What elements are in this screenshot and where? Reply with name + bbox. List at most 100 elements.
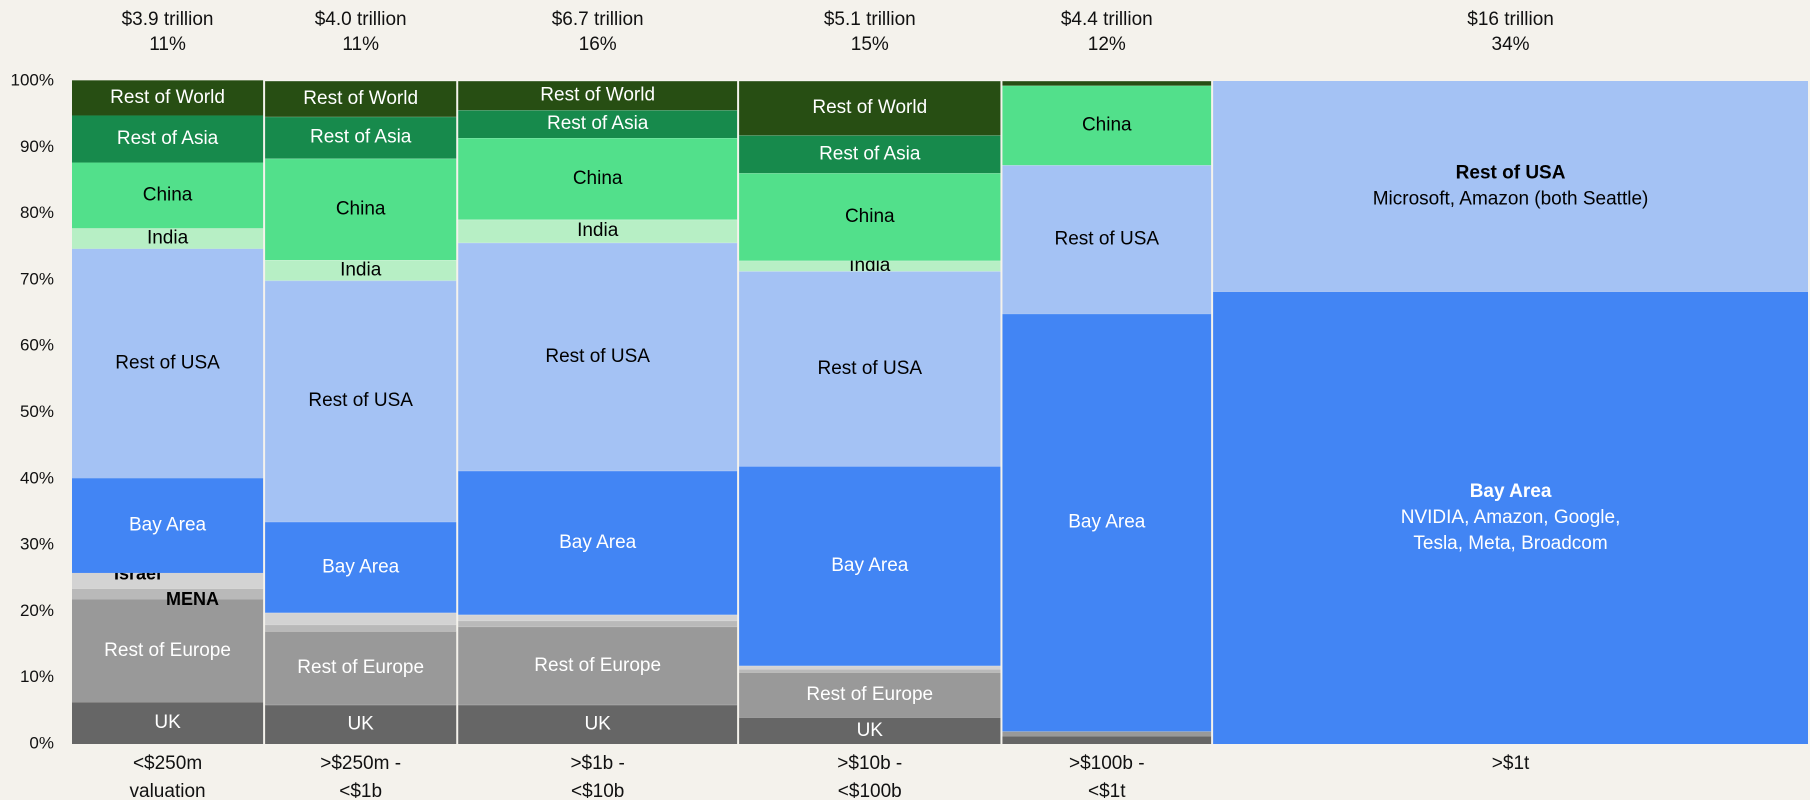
segment [458, 620, 738, 627]
segment-label: Rest of USA [115, 352, 220, 373]
segment [739, 271, 1001, 467]
y-tick-label: 50% [20, 402, 54, 421]
segment [739, 669, 1001, 673]
column-share: 34% [1492, 34, 1530, 55]
segment [458, 470, 738, 615]
column-total: $4.0 trillion [315, 9, 407, 30]
segment [458, 242, 738, 471]
y-tick-label: 40% [20, 468, 54, 487]
segment-label: Rest of Europe [104, 640, 231, 661]
segment-label: Rest of USA [1055, 228, 1160, 249]
segment [72, 228, 264, 249]
x-tick-label: <$1b [339, 781, 382, 800]
segment-label: Rest of Asia [819, 143, 921, 164]
segment [265, 158, 457, 261]
segment [1002, 85, 1212, 166]
segment-label: Rest of Asia [117, 128, 219, 149]
segment [1213, 291, 1808, 744]
segment [739, 135, 1001, 174]
segment-label: Rest of USA [1456, 162, 1566, 183]
segment-label: Bay Area [559, 532, 637, 553]
segment [458, 110, 738, 139]
segment [265, 280, 457, 522]
y-tick-label: 90% [20, 137, 54, 156]
x-tick-label: <$10b [571, 781, 624, 800]
segment-label: India [147, 227, 189, 248]
x-tick-label: >$10b - [837, 753, 902, 774]
segment-label: UK [154, 712, 181, 733]
segment [265, 624, 457, 632]
segment [72, 115, 264, 163]
y-tick-label: 100% [11, 70, 54, 89]
segment [72, 702, 264, 744]
x-tick-label: <$250m [133, 753, 202, 774]
segment [72, 80, 264, 116]
x-tick-label: <$1t [1088, 781, 1126, 800]
segment [739, 672, 1001, 718]
y-tick-label: 0% [29, 733, 54, 752]
column-total: $5.1 trillion [824, 9, 916, 30]
segment [1002, 313, 1212, 732]
segment [739, 173, 1001, 261]
segment [458, 81, 738, 111]
y-tick-label: 80% [20, 203, 54, 222]
segment [265, 81, 457, 117]
segment-label: Rest of Europe [297, 657, 424, 678]
x-tick-label: valuation [130, 781, 206, 800]
segment [1002, 165, 1212, 314]
y-tick-label: 30% [20, 535, 54, 554]
segment [265, 116, 457, 159]
segment [739, 466, 1001, 666]
segment [1002, 736, 1212, 744]
segment-note: NVIDIA, Amazon, Google, [1401, 507, 1621, 528]
segment [72, 599, 264, 703]
segment-label: Bay Area [322, 556, 400, 577]
segment-label: Rest of Asia [310, 127, 412, 148]
x-tick-label: <$100b [838, 781, 902, 800]
segment-label: Bay Area [129, 515, 207, 536]
segment [72, 248, 264, 479]
segment-label: Bay Area [1470, 481, 1552, 502]
segment [458, 138, 738, 220]
segment-label: Rest of USA [545, 346, 650, 367]
segment-label: Rest of Asia [547, 113, 649, 134]
segment [739, 665, 1001, 670]
segment-label: UK [857, 720, 884, 741]
segment [265, 260, 457, 281]
segment [458, 219, 738, 243]
column-total: $16 trillion [1467, 9, 1554, 30]
segment [265, 521, 457, 613]
segment-label: UK [347, 713, 374, 734]
segment [265, 704, 457, 744]
segment-label: China [143, 184, 193, 205]
segment-label: India [577, 220, 619, 241]
segment-label: Rest of USA [818, 358, 923, 379]
segment-label: Rest of Europe [806, 684, 933, 705]
column-share: 16% [579, 34, 617, 55]
segment-label: China [573, 168, 623, 189]
segment-label: Rest of USA [308, 390, 413, 411]
segment [739, 717, 1001, 744]
segment-label: Rest of World [540, 85, 655, 106]
segment-label: Bay Area [1068, 512, 1146, 533]
segment [265, 612, 457, 625]
y-tick-label: 60% [20, 336, 54, 355]
x-tick-label: >$100b - [1069, 753, 1145, 774]
segment-note: Microsoft, Amazon (both Seattle) [1373, 188, 1649, 209]
segment-label: MENA [166, 589, 219, 609]
column-total: $6.7 trillion [552, 9, 644, 30]
x-tick-label: >$1b - [570, 753, 624, 774]
column-share: 12% [1088, 34, 1126, 55]
segment [739, 260, 1001, 272]
column-share: 11% [149, 34, 186, 55]
y-tick-label: 10% [20, 667, 54, 686]
segment-note: Tesla, Meta, Broadcom [1413, 533, 1607, 554]
segment-label: Rest of World [303, 88, 418, 109]
segment-label: India [340, 259, 382, 280]
column-share: 15% [851, 34, 889, 55]
x-tick-label: >$1t [1492, 753, 1530, 774]
y-tick-label: 20% [20, 601, 54, 620]
segment [739, 81, 1001, 136]
